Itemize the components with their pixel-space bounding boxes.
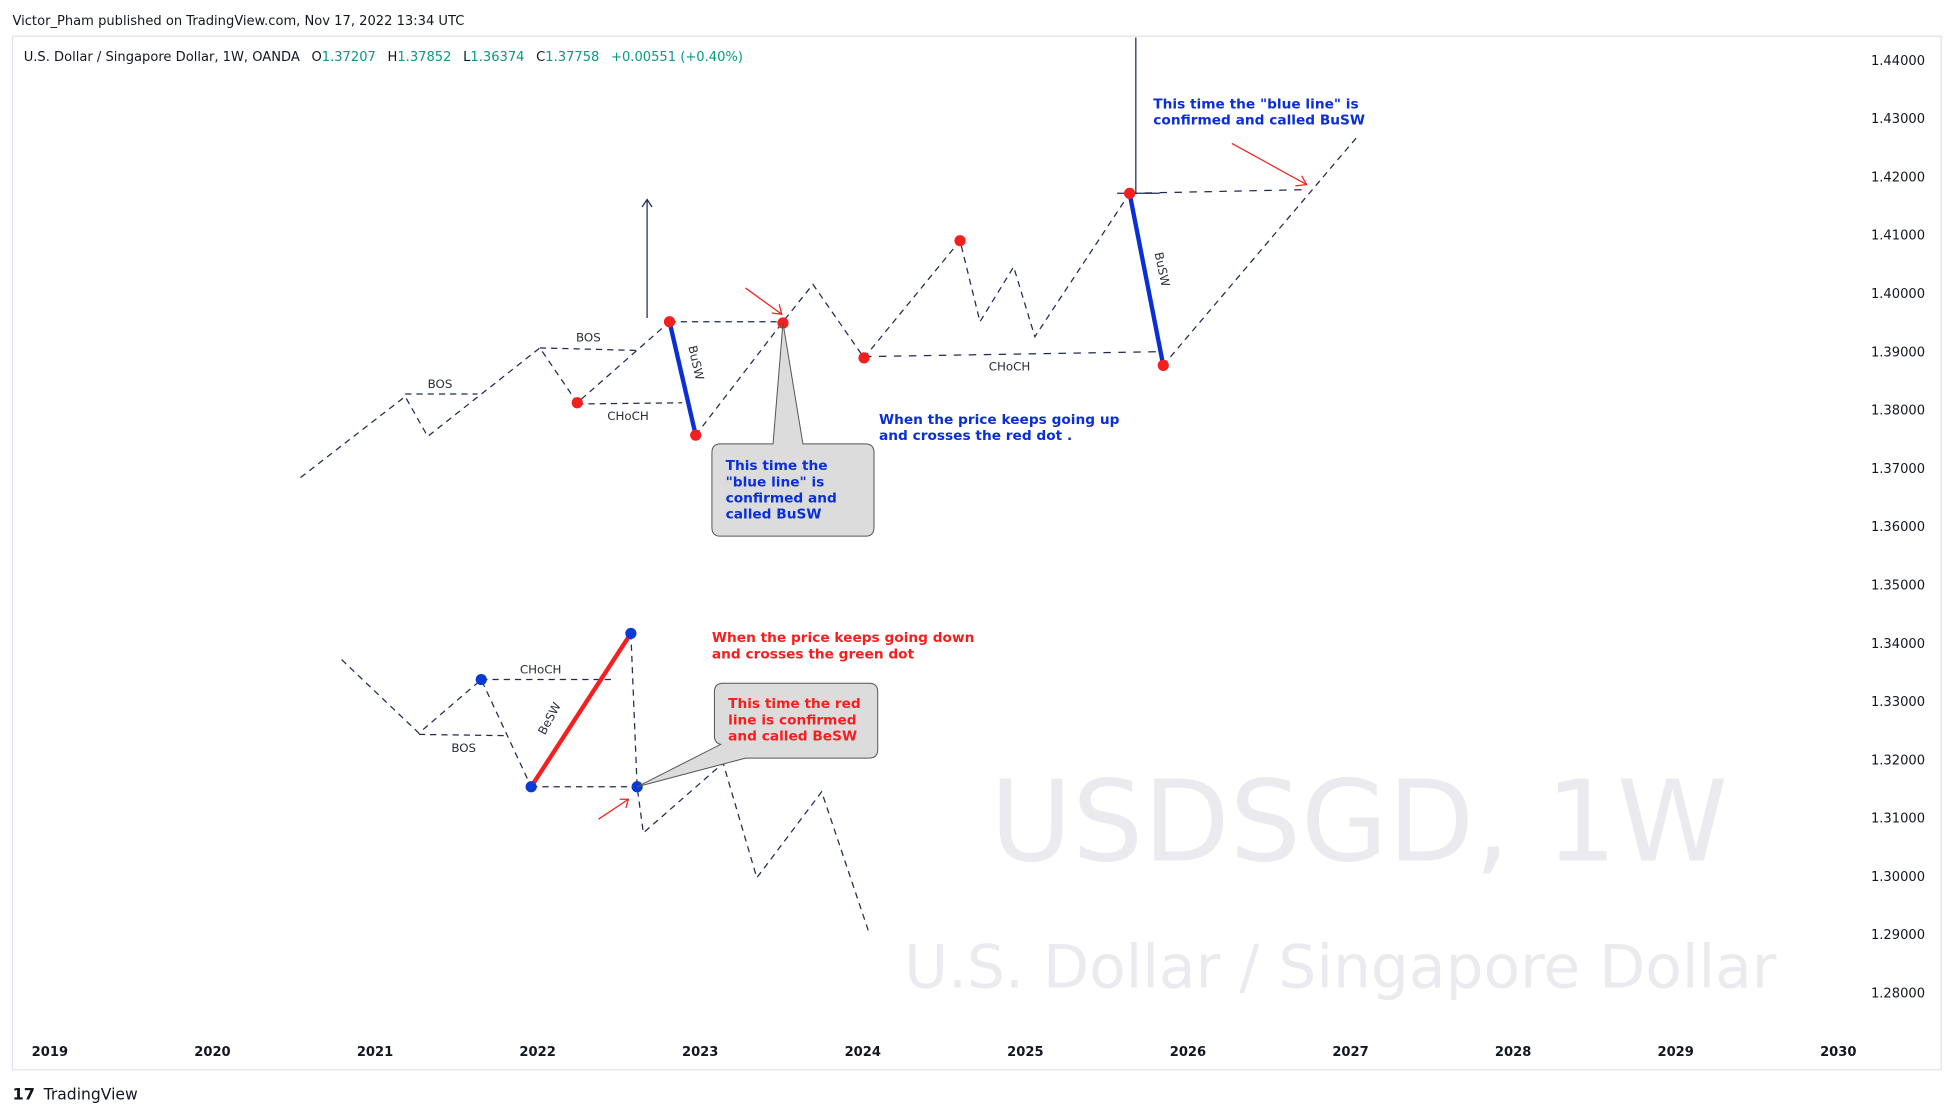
time-tick-label: 2030 bbox=[1820, 1045, 1856, 1060]
symbol-name: U.S. Dollar / Singapore Dollar, 1W, OAND… bbox=[24, 50, 300, 65]
high-label: H bbox=[388, 50, 398, 65]
bearish-structure-path bbox=[341, 659, 532, 788]
bos-line-2 bbox=[539, 347, 636, 352]
bos-label-2: BOS bbox=[576, 331, 601, 345]
red-dots bbox=[571, 187, 1169, 441]
price-tick-label: 1.41000 bbox=[1871, 229, 1925, 244]
price-tick-label: 1.39000 bbox=[1871, 345, 1925, 360]
tv-logo-icon: 17 bbox=[12, 1085, 35, 1104]
callout-upper: This time the "blue line" is confirmed a… bbox=[711, 322, 875, 537]
time-tick-label: 2028 bbox=[1495, 1045, 1531, 1060]
choch-line-2 bbox=[864, 351, 1160, 358]
callout-lower: This time the red line is confirmed and … bbox=[636, 682, 879, 788]
note-price-up: When the price keeps going up and crosse… bbox=[879, 412, 1124, 444]
time-tick-label: 2023 bbox=[682, 1045, 718, 1060]
time-tick-label: 2024 bbox=[845, 1045, 881, 1060]
price-tick-label: 1.37000 bbox=[1871, 462, 1925, 477]
price-tick-label: 1.40000 bbox=[1871, 287, 1925, 302]
arrow-head-icon bbox=[619, 798, 630, 809]
price-tick-label: 1.38000 bbox=[1871, 404, 1925, 419]
bos-label-1: BOS bbox=[428, 377, 453, 391]
symbol-legend[interactable]: U.S. Dollar / Singapore Dollar, 1W, OAND… bbox=[24, 50, 743, 65]
svg-text:This time the red line i: This time the red line is confirmed and … bbox=[728, 696, 865, 744]
price-tick-label: 1.35000 bbox=[1871, 578, 1925, 593]
price-tick-label: 1.29000 bbox=[1871, 928, 1925, 943]
open-label: O bbox=[311, 50, 321, 65]
bos-label-3: BOS bbox=[451, 741, 476, 755]
close-label: C bbox=[536, 50, 545, 65]
open-value: 1.37207 bbox=[322, 50, 376, 65]
price-tick-label: 1.36000 bbox=[1871, 520, 1925, 535]
price-tick-label: 1.42000 bbox=[1871, 170, 1925, 185]
time-tick-label: 2025 bbox=[1007, 1045, 1043, 1060]
published-line: Victor_Pham published on TradingView.com… bbox=[12, 14, 464, 29]
tradingview-logo[interactable]: 17 TradingView bbox=[12, 1085, 138, 1104]
price-tick-label: 1.28000 bbox=[1871, 986, 1925, 1001]
busw-label-2: BuSW bbox=[1152, 251, 1173, 288]
note-top-right: This time the "blue line" is confirmed a… bbox=[1153, 97, 1365, 129]
besw-line bbox=[529, 632, 633, 788]
price-tick-label: 1.33000 bbox=[1871, 695, 1925, 710]
low-value: 1.36374 bbox=[470, 50, 524, 65]
arrow-head-icon bbox=[1295, 175, 1308, 187]
arrow-head-icon bbox=[771, 304, 783, 315]
price-tick-label: 1.31000 bbox=[1871, 812, 1925, 827]
high-value: 1.37852 bbox=[397, 50, 451, 65]
bullish-structure-path bbox=[300, 321, 670, 479]
close-value: 1.37758 bbox=[545, 50, 599, 65]
time-tick-label: 2019 bbox=[32, 1045, 68, 1060]
arrow-up-icon bbox=[641, 198, 653, 208]
time-tick-label: 2026 bbox=[1170, 1045, 1206, 1060]
watermark-name: U.S. Dollar / Singapore Dollar bbox=[904, 933, 1777, 1003]
time-tick-label: 2029 bbox=[1657, 1045, 1693, 1060]
high-level-line-2 bbox=[1129, 188, 1310, 194]
price-tick-label: 1.34000 bbox=[1871, 637, 1925, 652]
low-label: L bbox=[463, 50, 471, 65]
price-tick-label: 1.32000 bbox=[1871, 753, 1925, 768]
svg-text:This time the "blue line: This time the "blue line" is confirmed a… bbox=[726, 458, 842, 523]
time-tick-label: 2027 bbox=[1332, 1045, 1368, 1060]
time-axis[interactable]: 2019 2020 2021 2022 2023 2024 2025 2026 2027 2028… bbox=[32, 1045, 1857, 1060]
price-tick-label: 1.43000 bbox=[1871, 112, 1925, 127]
choch-label-1: CHoCH bbox=[607, 409, 649, 423]
price-tick-label: 1.30000 bbox=[1871, 870, 1925, 885]
red-arrow-2 bbox=[1231, 142, 1307, 186]
busw-line-2 bbox=[1127, 192, 1166, 366]
tv-logo-text: TradingView bbox=[43, 1086, 138, 1104]
time-tick-label: 2021 bbox=[357, 1045, 393, 1060]
chart-frame bbox=[11, 35, 1942, 1071]
watermark-symbol: USDSGD, 1W bbox=[990, 757, 1728, 887]
red-arrow-1 bbox=[745, 287, 783, 315]
red-arrow-3 bbox=[598, 798, 629, 820]
choch-label-3: CHoCH bbox=[520, 662, 562, 676]
time-tick-label: 2020 bbox=[194, 1045, 230, 1060]
time-tick-label: 2022 bbox=[519, 1045, 555, 1060]
bullish-structure-path-3 bbox=[1162, 134, 1360, 366]
busw-line-1 bbox=[667, 321, 698, 436]
price-axis[interactable]: 1.44000 1.43000 1.42000 1.41000 1.40000 1.390… bbox=[1871, 54, 1925, 1002]
price-tick-label: 1.44000 bbox=[1871, 54, 1925, 69]
change-value: +0.00551 (+0.40%) bbox=[611, 50, 743, 65]
choch-label-2: CHoCH bbox=[989, 359, 1031, 373]
note-price-down: When the price keeps going down and cros… bbox=[712, 630, 979, 662]
bos-line-3 bbox=[418, 733, 508, 737]
